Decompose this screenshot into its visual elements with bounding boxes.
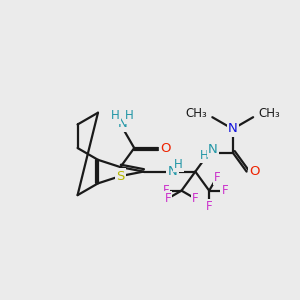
Text: CH₃: CH₃ bbox=[258, 107, 280, 120]
Text: H: H bbox=[200, 149, 208, 162]
Text: H: H bbox=[111, 110, 120, 122]
Text: F: F bbox=[222, 184, 228, 197]
Text: H: H bbox=[125, 110, 134, 122]
Text: N: N bbox=[208, 143, 218, 156]
Text: F: F bbox=[206, 200, 212, 213]
Text: N: N bbox=[118, 117, 127, 130]
Text: O: O bbox=[160, 142, 171, 154]
Text: H: H bbox=[174, 158, 183, 171]
Text: O: O bbox=[249, 165, 260, 178]
Text: F: F bbox=[214, 170, 220, 184]
Text: S: S bbox=[116, 169, 124, 183]
Text: F: F bbox=[165, 192, 171, 205]
Text: CH₃: CH₃ bbox=[186, 107, 207, 120]
Text: N: N bbox=[228, 122, 238, 136]
Text: N: N bbox=[167, 165, 177, 178]
Text: F: F bbox=[192, 192, 198, 205]
Text: F: F bbox=[163, 184, 169, 197]
